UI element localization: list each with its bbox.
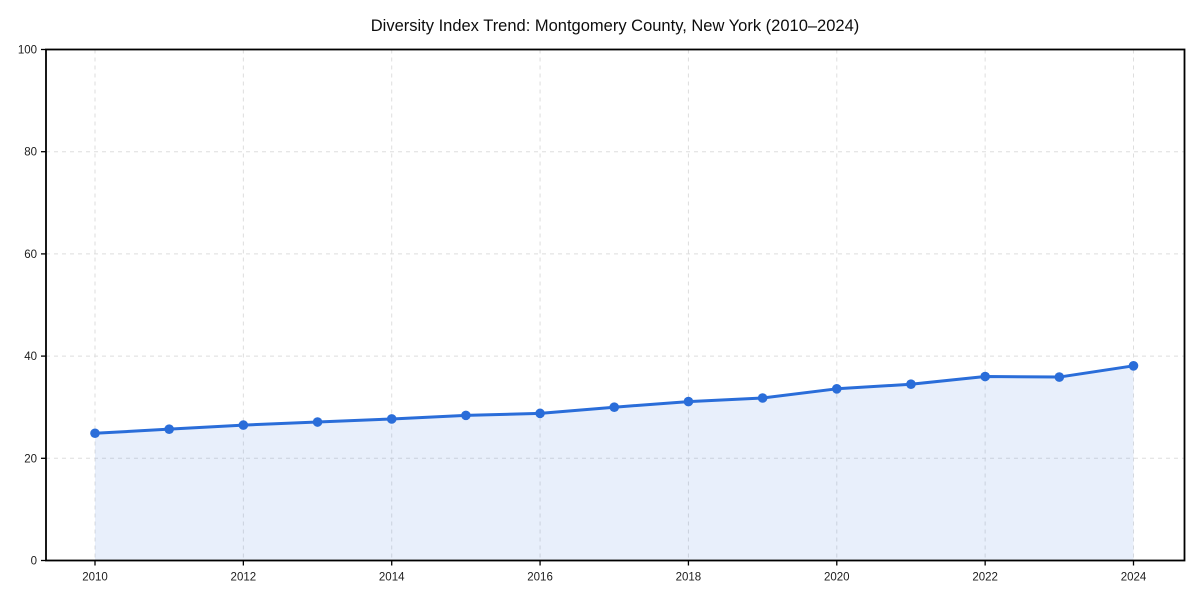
- data-point-2010: [90, 428, 100, 439]
- data-point-2015: [461, 410, 471, 421]
- y-tick-label-80: 80: [24, 147, 37, 159]
- chart-title: Diversity Index Trend: Montgomery County…: [371, 17, 860, 35]
- data-point-2012: [238, 420, 249, 430]
- x-tick-label-2022: 2022: [972, 572, 998, 584]
- y-tick-label-0: 0: [31, 556, 37, 568]
- data-point-2014: [386, 414, 397, 424]
- data-point-2018: [683, 396, 694, 407]
- data-point-2020: [831, 384, 842, 394]
- data-point-2022: [980, 371, 990, 382]
- data-point-2021: [906, 379, 916, 390]
- data-point-2023: [1054, 372, 1065, 382]
- data-point-2019: [757, 393, 768, 403]
- x-tick-label-2012: 2012: [231, 572, 257, 584]
- y-tick-label-20: 20: [24, 453, 37, 465]
- x-tick-label-2018: 2018: [676, 572, 702, 584]
- x-tick-label-2020: 2020: [824, 572, 850, 584]
- data-point-2024: [1128, 361, 1139, 371]
- x-tick-label-2024: 2024: [1121, 572, 1147, 584]
- plot-frame: [45, 48, 1186, 562]
- x-tick-label-2010: 2010: [82, 572, 108, 584]
- x-tick-label-2016: 2016: [527, 572, 553, 584]
- area-fill: [95, 365, 1134, 561]
- data-point-2017: [609, 402, 620, 413]
- y-tick-label-100: 100: [18, 45, 37, 57]
- x-tick-label-2014: 2014: [379, 572, 405, 584]
- data-point-2013: [312, 417, 323, 427]
- data-point-2011: [164, 424, 174, 434]
- data-point-2016: [535, 408, 545, 419]
- y-tick-label-40: 40: [24, 351, 37, 363]
- y-tick-label-60: 60: [24, 249, 37, 261]
